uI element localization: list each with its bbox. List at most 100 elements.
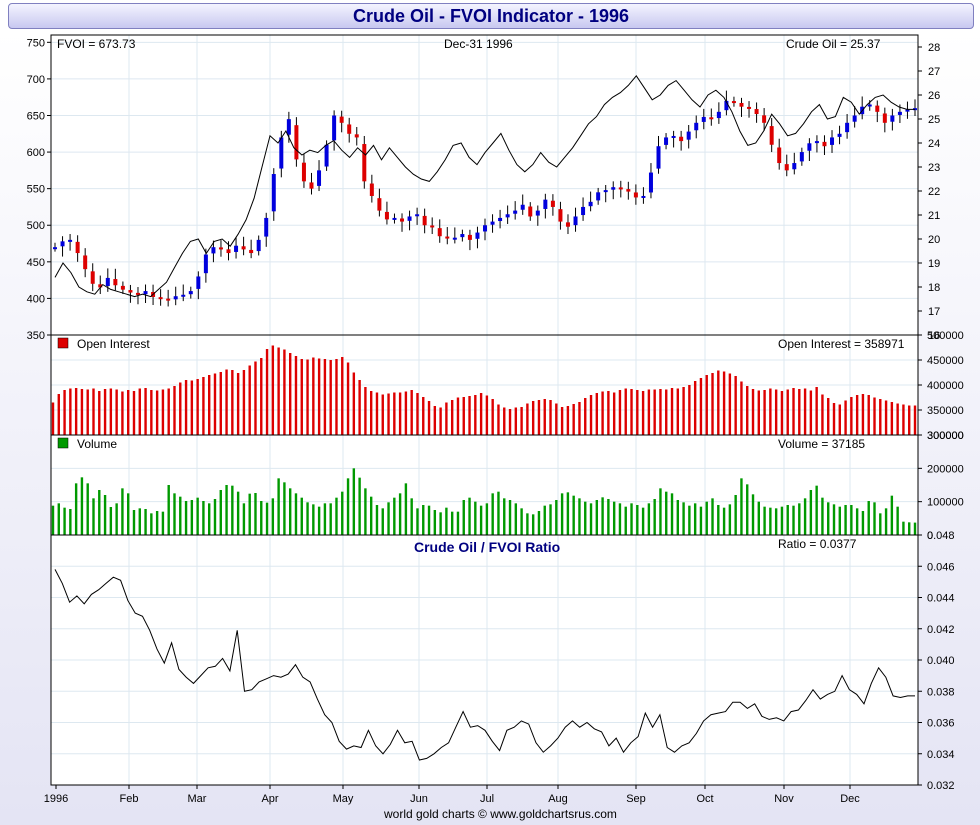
ratio-tick-label: 0.046 bbox=[927, 561, 955, 573]
volume-bar bbox=[127, 493, 130, 535]
volume-bar bbox=[601, 497, 604, 535]
candle-body bbox=[392, 217, 397, 220]
volume-bar bbox=[103, 495, 107, 535]
oi-bar bbox=[393, 392, 396, 435]
title-bar: Crude Oil - FVOI Indicator - 1996 bbox=[8, 3, 974, 29]
candle-body bbox=[264, 217, 269, 237]
oi-bar bbox=[288, 353, 292, 435]
candle-body bbox=[452, 237, 457, 240]
oi-bar bbox=[219, 372, 222, 435]
open-interest-panel bbox=[51, 345, 917, 435]
candle-body bbox=[543, 199, 548, 209]
volume-bar bbox=[92, 498, 95, 535]
volume-bar bbox=[98, 490, 101, 535]
candle-body bbox=[588, 201, 593, 207]
ratio-tick-label: 0.036 bbox=[927, 718, 955, 730]
ratio-tick-label: 0.032 bbox=[927, 780, 955, 792]
oi-bar bbox=[751, 389, 755, 435]
x-tick-label: Aug bbox=[548, 793, 568, 805]
volume-bar bbox=[774, 508, 778, 535]
oi-bar bbox=[167, 388, 170, 435]
oi-bar bbox=[294, 356, 298, 435]
candle-body bbox=[498, 217, 503, 222]
candle-body bbox=[98, 284, 103, 288]
volume-bar bbox=[404, 483, 408, 535]
oi-bar bbox=[364, 387, 367, 435]
volume-bar bbox=[873, 502, 876, 535]
oi-bar bbox=[213, 373, 217, 435]
volume-bar bbox=[144, 509, 147, 535]
oi-bar bbox=[896, 403, 899, 435]
left-tick-label: 550 bbox=[27, 184, 45, 196]
oi-bar bbox=[433, 406, 437, 435]
candle-body bbox=[799, 152, 804, 162]
candle-body bbox=[135, 292, 140, 295]
volume-bar bbox=[231, 485, 234, 535]
candle-body bbox=[709, 117, 714, 120]
candle-body bbox=[83, 255, 88, 270]
candle-body bbox=[618, 187, 623, 190]
oi-bar bbox=[184, 380, 188, 435]
oi-bar bbox=[439, 407, 442, 435]
axes: 350 400 450 500 550 600 650 700 750 16 17 18 19 20 21 2… bbox=[27, 34, 964, 805]
ratio-tick-label: 0.044 bbox=[927, 593, 955, 605]
oi-bar bbox=[265, 349, 269, 435]
volume-bar bbox=[809, 490, 813, 535]
volume-bar bbox=[832, 504, 836, 535]
volume-bar bbox=[242, 503, 246, 535]
candle-body bbox=[60, 241, 65, 247]
volume-bar bbox=[705, 501, 708, 535]
oi-bar bbox=[560, 407, 564, 435]
candle-body bbox=[158, 297, 163, 300]
candle-body bbox=[234, 245, 239, 252]
volume-bar bbox=[514, 503, 518, 535]
oi-tick-label: 450000 bbox=[927, 355, 964, 367]
candle-body bbox=[113, 279, 118, 286]
volume-bar bbox=[329, 503, 332, 535]
volume-bar bbox=[294, 493, 298, 535]
volume-bar bbox=[815, 485, 818, 535]
volume-bar bbox=[80, 477, 84, 535]
oi-bar bbox=[676, 388, 680, 435]
oi-bar bbox=[705, 375, 708, 435]
volume-bar bbox=[63, 507, 66, 535]
volume-bar bbox=[711, 498, 714, 535]
oi-bar bbox=[740, 381, 743, 435]
crude-value-label: Crude Oil = 25.37 bbox=[786, 37, 881, 51]
x-tick-label: Sep bbox=[626, 793, 646, 805]
x-tick-label: 1996 bbox=[44, 793, 68, 805]
volume-bar bbox=[624, 506, 627, 535]
oi-bar bbox=[913, 405, 917, 435]
volume-bar bbox=[109, 507, 113, 535]
volume-bar bbox=[780, 506, 784, 535]
volume-bar bbox=[798, 503, 801, 535]
oi-bar bbox=[595, 393, 599, 435]
volume-bar bbox=[867, 501, 870, 535]
candle-body bbox=[166, 298, 171, 301]
volume-bar bbox=[717, 505, 720, 535]
oi-bar bbox=[890, 402, 894, 435]
oi-bar bbox=[416, 393, 419, 435]
oi-bar bbox=[647, 389, 651, 435]
oi-bar bbox=[653, 389, 656, 435]
candle-body bbox=[53, 247, 57, 250]
candle-body bbox=[483, 225, 487, 232]
candle-body bbox=[830, 137, 835, 145]
candle-body bbox=[686, 131, 691, 140]
volume-bar bbox=[260, 501, 263, 535]
volume-bar bbox=[173, 493, 176, 535]
candle-body bbox=[777, 147, 782, 164]
candle-body bbox=[475, 232, 480, 239]
candle-body bbox=[513, 210, 518, 214]
oi-bar bbox=[728, 373, 732, 435]
oi-bar bbox=[699, 378, 703, 435]
oi-bar bbox=[584, 398, 587, 435]
oi-bar bbox=[150, 390, 153, 435]
volume-bar bbox=[682, 502, 685, 535]
candle-body bbox=[769, 126, 774, 145]
volume-bar bbox=[838, 506, 841, 535]
oi-bar bbox=[283, 349, 286, 435]
volume-bar bbox=[520, 508, 523, 535]
oi-bar bbox=[902, 404, 905, 435]
oi-bar bbox=[155, 390, 159, 435]
